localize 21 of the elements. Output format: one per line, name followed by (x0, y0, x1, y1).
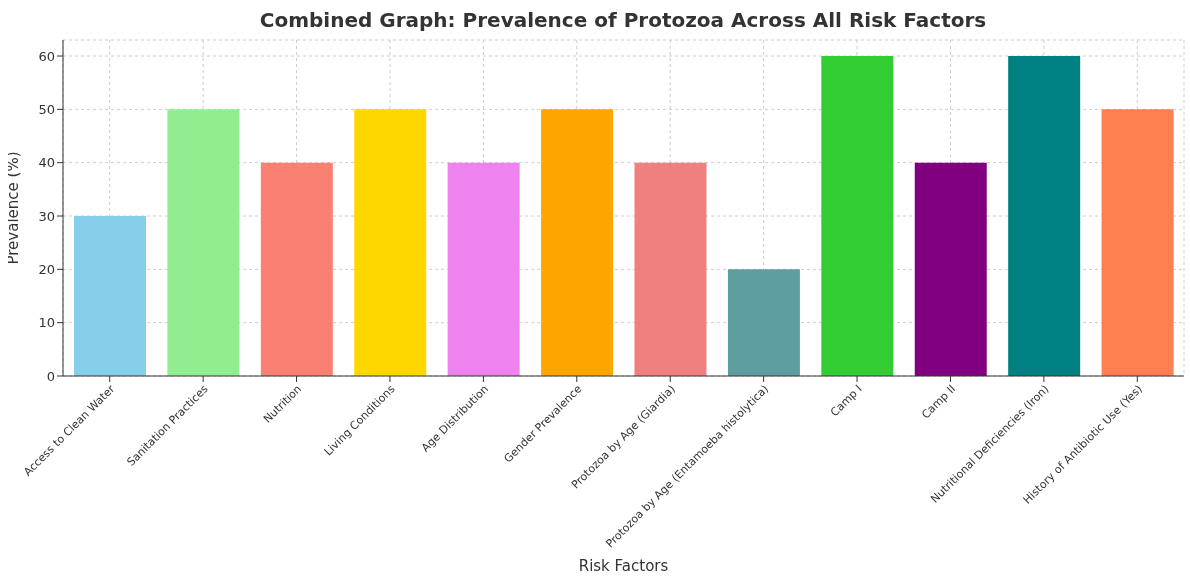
y-tick-label: 50 (38, 101, 55, 117)
chart-title: Combined Graph: Prevalence of Protozoa Across All Risk Factors (258, 8, 988, 34)
y-tick-label: 20 (38, 261, 55, 277)
y-tick-label: 60 (38, 48, 55, 64)
y-tick-label: 0 (46, 368, 55, 384)
bar (1008, 56, 1081, 376)
bar (447, 162, 520, 376)
bar (1101, 109, 1174, 376)
bar (727, 269, 800, 376)
bar (821, 56, 894, 376)
y-tick-label: 30 (38, 208, 55, 224)
y-tick-label: 40 (38, 155, 55, 171)
bar (74, 216, 146, 376)
bar (914, 162, 987, 376)
bar (541, 109, 614, 376)
y-tick-label: 10 (38, 315, 55, 331)
bar (167, 109, 240, 376)
bar (634, 162, 707, 376)
bar (260, 162, 333, 376)
bar (354, 109, 427, 376)
x-axis-title: Risk Factors (578, 557, 669, 575)
